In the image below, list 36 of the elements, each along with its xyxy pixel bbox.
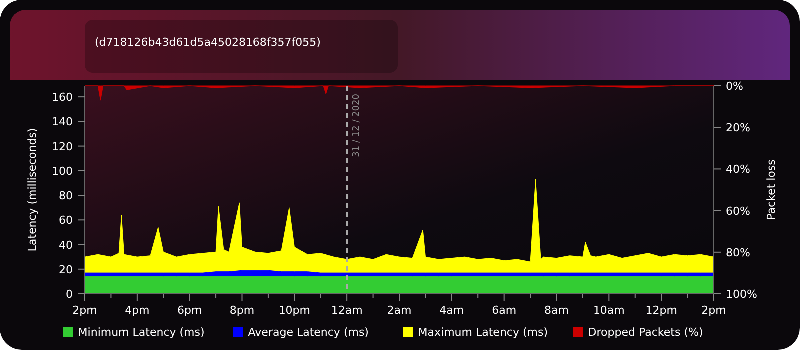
- y2-tick-label: 60%: [726, 204, 750, 218]
- y2-axis-title: Packet loss: [765, 159, 778, 220]
- y-tick-label: 120: [52, 140, 73, 154]
- y2-tick-label: 20%: [726, 122, 750, 135]
- x-tick-label: 12am: [331, 304, 363, 317]
- legend-label: Average Latency (ms): [248, 326, 369, 339]
- x-tick-label: 8pm: [230, 304, 255, 317]
- y-tick-label: 100: [52, 164, 73, 178]
- y-tick-label: 60: [59, 214, 73, 228]
- y2-tick-label: 0%: [726, 80, 744, 93]
- y2-tick-label: 100%: [726, 288, 758, 301]
- x-tick-label: 8am: [544, 304, 569, 317]
- x-tick-label: 2pm: [72, 304, 98, 317]
- legend-label: Dropped Packets (%): [588, 326, 704, 339]
- y-tick-label: 140: [52, 116, 73, 129]
- x-tick-label: 6am: [492, 304, 517, 317]
- x-tick-label: 2pm: [702, 304, 726, 317]
- y-tick-label: 40: [59, 238, 73, 252]
- legend-label: Minimum Latency (ms): [78, 326, 205, 339]
- y-tick-label: 20: [59, 263, 73, 276]
- x-tick-label: 10pm: [278, 304, 311, 317]
- chart-subtitle: (d718126b43d61d5a45028168f357f055): [95, 36, 321, 49]
- y2-tick-label: 80%: [726, 246, 750, 260]
- y-tick-label: 0: [66, 288, 73, 301]
- x-tick-label: 4am: [440, 304, 464, 317]
- y2-tick-label: 40%: [726, 163, 750, 176]
- x-tick-label: 6pm: [177, 304, 202, 317]
- y-tick-label: 80: [59, 190, 73, 203]
- legend-label: Maximum Latency (ms): [418, 326, 548, 339]
- y-axis-title: Latency (milliseconds): [26, 128, 39, 252]
- ref-line-label: 31 / 12 / 2020: [352, 94, 362, 158]
- y-tick-label: 160: [52, 91, 73, 104]
- x-tick-label: 12pm: [646, 304, 678, 317]
- x-tick-label: 4pm: [125, 304, 150, 317]
- x-tick-label: 10am: [593, 304, 625, 317]
- x-tick-label: 2am: [387, 304, 412, 317]
